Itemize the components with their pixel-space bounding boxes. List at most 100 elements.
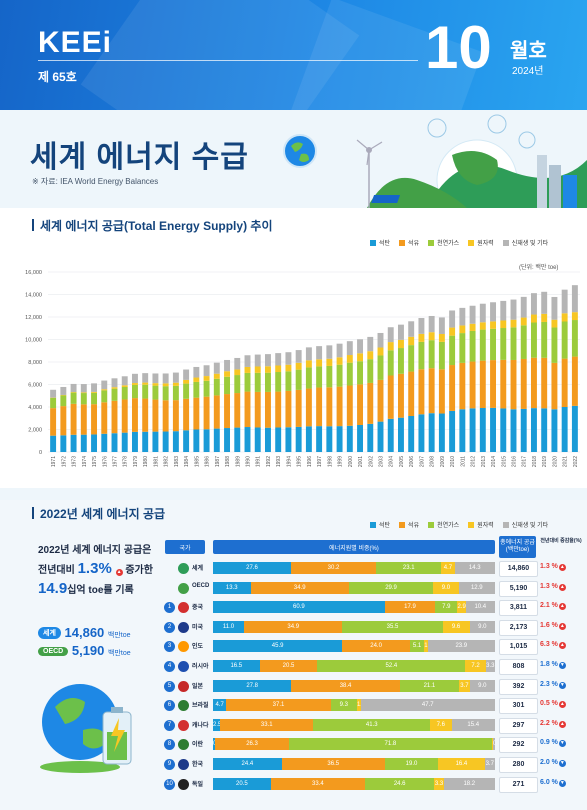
bar-segment: [571, 356, 578, 406]
energy-landscape-illustration: [356, 114, 587, 208]
bar-segment: [244, 391, 251, 428]
share-bar: 24.4 36.5 19.0 16.4 3.7: [213, 758, 495, 770]
x-tick-label: 1995: [297, 456, 303, 467]
x-tick-label: 2000: [348, 456, 354, 467]
share-bar: 27.8 38.4 21.1 3.7 9.0: [213, 679, 495, 692]
x-tick-label: 2022: [573, 456, 579, 467]
bar-segment: [234, 393, 241, 428]
rank-badge: 2: [164, 621, 175, 633]
y-tick-label: 2,000: [28, 428, 42, 434]
table-row: 2 미국 11.0 34.9 35.5 9.6 9.0 2,173 1.6 % ▲: [162, 619, 582, 636]
bar-segment: [418, 369, 425, 415]
bar-segment: [561, 358, 568, 407]
summary-text: 2022년 세계 에너지 공급은 전년대비 1.3% ▲ 증가한 14.9십억 …: [38, 542, 153, 600]
x-tick-label: 2007: [419, 456, 425, 467]
share-segment: 13.3: [213, 581, 251, 594]
bar-segment: [459, 362, 466, 410]
bar-segment: [357, 339, 364, 354]
bar-segment: [367, 351, 374, 360]
share-segment: 3.3: [434, 777, 444, 790]
x-tick-label: 2002: [368, 456, 374, 467]
bar-segment: [387, 342, 394, 351]
legend-item-nuclear: 원자력: [468, 520, 494, 529]
bar-segment: [152, 431, 159, 452]
x-tick-label: 1993: [276, 456, 282, 467]
total-supply: 280: [499, 757, 538, 773]
bar-segment: [275, 365, 282, 373]
bar-segment: [152, 385, 159, 400]
total-supply: 808: [499, 659, 538, 675]
bar-segment: [60, 406, 67, 436]
bar-segment: [60, 435, 67, 452]
bar-segment: [541, 321, 548, 358]
bar-segment: [172, 382, 179, 386]
bar-segment: [571, 405, 578, 452]
x-tick-label: 2018: [532, 456, 538, 467]
bar-segment: [101, 389, 108, 391]
bar-segment: [397, 417, 404, 452]
globe-battery-illustration: [40, 684, 132, 773]
bar-segment: [254, 391, 261, 428]
table-row: 7 캐나다 2.5 33.1 41.3 7.6 15.4 297 2.2 % ▲: [162, 717, 582, 734]
country-flag-icon: [178, 778, 189, 790]
x-tick-label: 1994: [286, 456, 292, 467]
bar-segment: [295, 426, 302, 452]
bar-segment: [357, 361, 364, 385]
bar-segment: [121, 386, 128, 400]
share-segment: 16.5: [213, 660, 260, 672]
bar-segment: [377, 347, 384, 356]
country-name: 브라질: [192, 703, 209, 710]
share-segment: 17.9: [384, 601, 436, 614]
share-segment: 14.3: [454, 562, 495, 574]
summary-line3: 14.9십억 toe를 기록: [38, 580, 134, 597]
share-segment: 27.6: [213, 562, 291, 574]
stat-world: 세계 14,860 백만toe: [38, 625, 131, 640]
bar-segment: [387, 350, 394, 376]
bar-segment: [367, 336, 374, 352]
bar-segment: [397, 324, 404, 340]
x-tick-label: 1982: [164, 456, 170, 467]
share-bar: 16.5 20.5 52.4 7.2 3.3: [213, 660, 495, 672]
x-tick-label: 1984: [184, 456, 190, 467]
bar-segment: [336, 364, 343, 387]
bar-segment: [510, 409, 517, 452]
bar-segment: [530, 322, 537, 358]
bar-segment: [479, 360, 486, 409]
rank-badge: 7: [164, 719, 175, 731]
bar-segment: [336, 426, 343, 452]
up-arrow-icon: ▲: [558, 701, 566, 709]
bar-segment: [530, 293, 537, 315]
rank-badge: 4: [164, 661, 175, 672]
up-arrow-icon: ▲: [558, 622, 566, 630]
y-tick-label: 10,000: [25, 338, 42, 344]
bar-segment: [510, 319, 517, 328]
legend-swatch: [370, 239, 376, 246]
legend-item-renewables: 신재생 및 기타: [502, 520, 548, 529]
bar-segment: [551, 296, 558, 320]
share-segment: 36.5: [281, 758, 385, 770]
bar-segment: [50, 389, 57, 398]
share-bar: 2.5 33.1 41.3 7.6 15.4: [213, 718, 495, 731]
bar-segment: [530, 314, 537, 323]
share-segment: 33.4: [270, 777, 365, 790]
issue-year: 2024년: [512, 66, 544, 77]
bar-segment: [285, 427, 292, 452]
table-row: 9 한국 24.4 36.5 19.0 16.4 3.7 280 2.0 % ▼: [162, 756, 582, 773]
bar-segment: [91, 383, 98, 392]
bar-segment: [520, 408, 527, 452]
share-segment: 60.9: [213, 601, 385, 614]
bar-segment: [490, 328, 497, 361]
x-tick-label: 1977: [113, 456, 119, 467]
bar-segment: [357, 425, 364, 452]
bar-segment: [275, 391, 282, 428]
x-tick-label: 1996: [307, 456, 313, 467]
share-segment: 9.0: [469, 679, 495, 692]
bar-segment: [162, 400, 169, 432]
x-tick-label: 1973: [72, 456, 78, 467]
bar-segment: [520, 317, 527, 326]
table-row: 1 중국 60.9 17.9 7.9 2.9 10.4 3,811 2.1 % ▲: [162, 599, 582, 617]
bar-segment: [479, 408, 486, 452]
x-tick-label: 2012: [471, 456, 477, 467]
bar-segment: [561, 407, 568, 452]
bar-segment: [203, 380, 210, 397]
